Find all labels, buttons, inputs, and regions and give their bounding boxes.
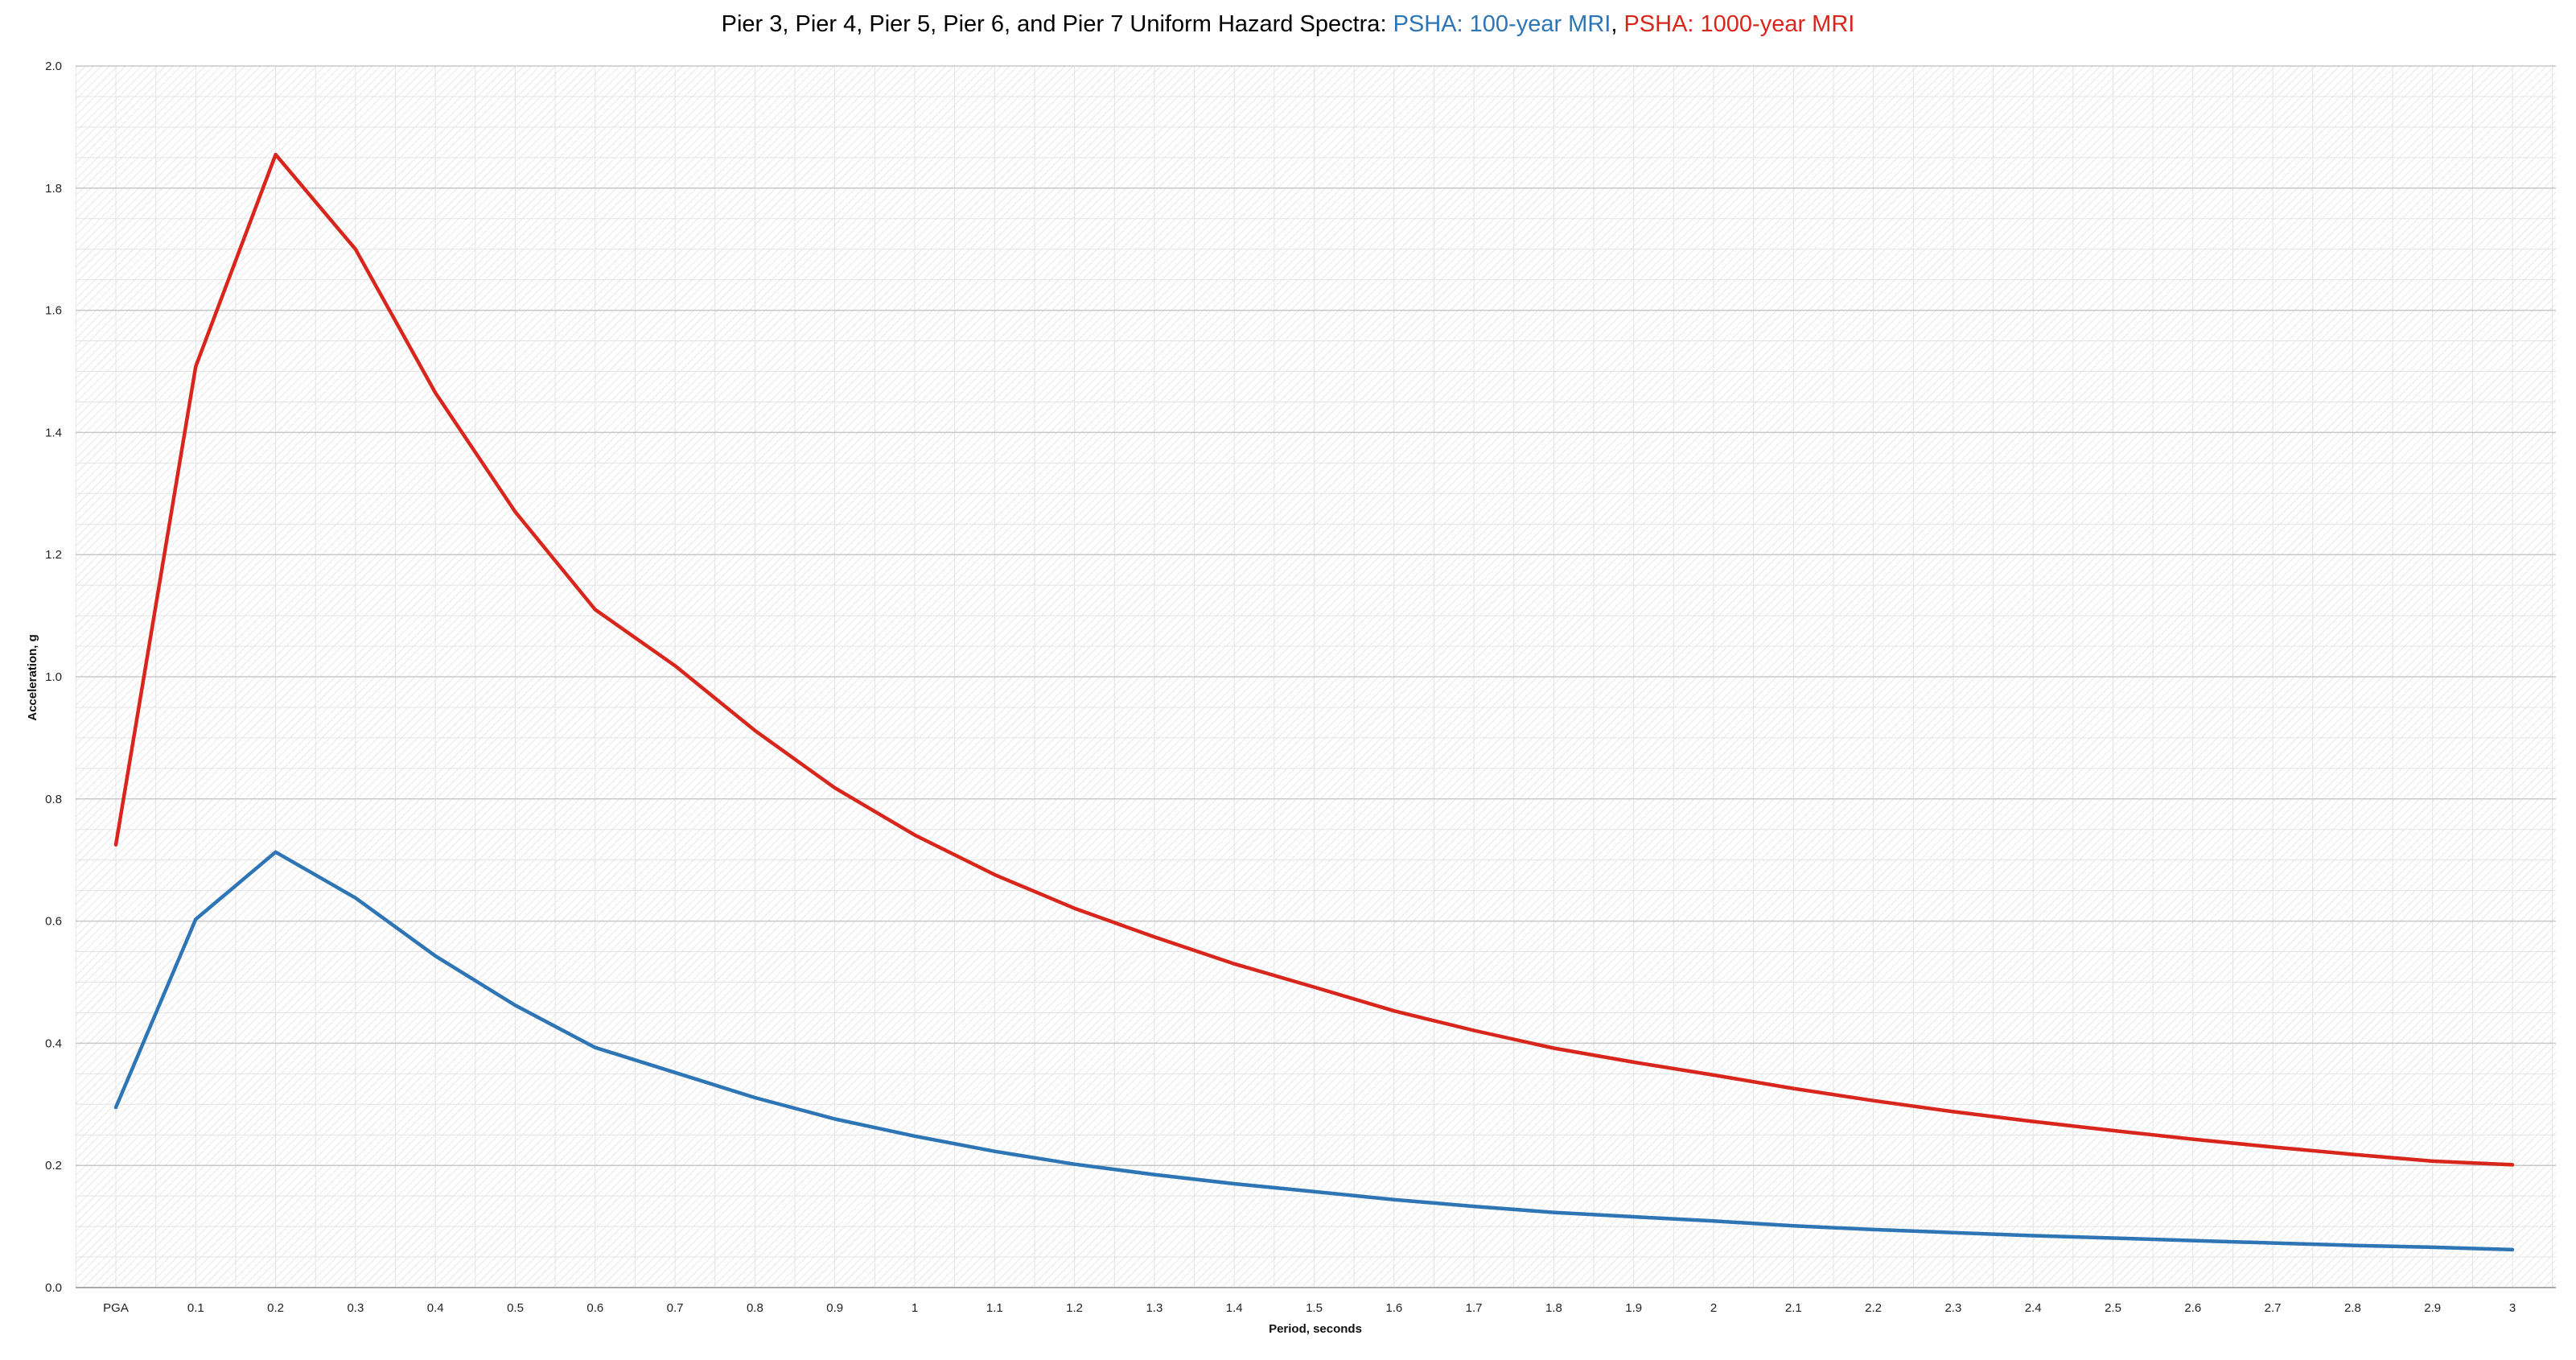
minor-gridlines [75,65,2556,1288]
chart-title-prefix: Pier 3, Pier 4, Pier 5, Pier 6, and Pier… [721,11,1393,37]
x-tick-label: 0.3 [347,1301,364,1315]
y-tick-label: 1.6 [45,304,62,318]
y-axis-label: Acceleration, g [26,634,39,721]
x-tick-label: 1.2 [1066,1301,1083,1315]
x-tick-label: 1.7 [1466,1301,1483,1315]
x-tick-label: 2.9 [2424,1301,2441,1315]
y-tick-label: 1.0 [45,670,62,684]
x-tick-label: 0.4 [427,1301,444,1315]
y-tick-label: 1.4 [45,426,62,439]
x-tick-label: 2.4 [2025,1301,2042,1315]
x-tick-label: 1.5 [1306,1301,1323,1315]
x-tick-label: 1.6 [1385,1301,1402,1315]
x-tick-label: PGA [103,1301,129,1315]
x-tick-label: 2.6 [2184,1301,2201,1315]
y-tick-label: 0.4 [45,1036,62,1050]
x-tick-label: 2.2 [1865,1301,1882,1315]
x-tick-label: 0.6 [586,1301,603,1315]
x-axis: PGA 0.1 0.2 0.3 0.4 0.5 0.6 0.7 0.8 0.9 1 1.1 1.2 1.3… [76,1287,2556,1315]
x-tick-label: 2.7 [2265,1301,2282,1315]
series-lines [113,152,2515,1252]
chart-title: Pier 3, Pier 4, Pier 5, Pier 6, and Pier… [0,11,2576,38]
x-tick-label: 2.8 [2344,1301,2361,1315]
x-axis-label: Period, seconds [1269,1322,1362,1336]
chart-title-separator: , [1611,11,1624,37]
x-tick-label: 0.5 [507,1301,524,1315]
series-line-100-year-mri [113,850,2515,1252]
legend-series-100-year: PSHA: 100-year MRI [1393,11,1611,37]
y-tick-label: 0.0 [45,1281,62,1295]
x-tick-label: 3 [2509,1301,2516,1315]
y-tick-label: 0.8 [45,793,62,806]
y-tick-label: 1.2 [45,548,62,562]
x-tick-label: 1.1 [986,1301,1003,1315]
x-tick-label: 0.7 [667,1301,684,1315]
x-tick-label: 2 [1710,1301,1717,1315]
y-tick-label: 0.6 [45,915,62,929]
x-tick-label: 1.8 [1545,1301,1562,1315]
y-tick-label: 0.2 [45,1159,62,1172]
y-axis: 0.0 0.2 0.4 0.6 0.8 1.0 1.2 1.4 1.6 1.8 2.0 [45,60,62,1295]
x-tick-label: 1.3 [1146,1301,1162,1315]
x-tick-label: 2.3 [1944,1301,1961,1315]
x-tick-label: 0.1 [187,1301,204,1315]
x-tick-label: 1.9 [1625,1301,1642,1315]
x-tick-label: 1 [911,1301,918,1315]
y-tick-label: 1.8 [45,182,62,196]
x-tick-label: 1.4 [1226,1301,1243,1315]
legend-series-1000-year: PSHA: 1000-year MRI [1623,11,1855,37]
x-tick-label: 2.1 [1785,1301,1802,1315]
series-line-1000-year-mri [113,152,2515,1167]
y-tick-label: 2.0 [45,60,62,73]
x-tick-label: 0.2 [267,1301,284,1315]
x-tick-label: 0.8 [747,1301,763,1315]
x-tick-label: 2.5 [2105,1301,2121,1315]
x-tick-label: 0.9 [826,1301,843,1315]
